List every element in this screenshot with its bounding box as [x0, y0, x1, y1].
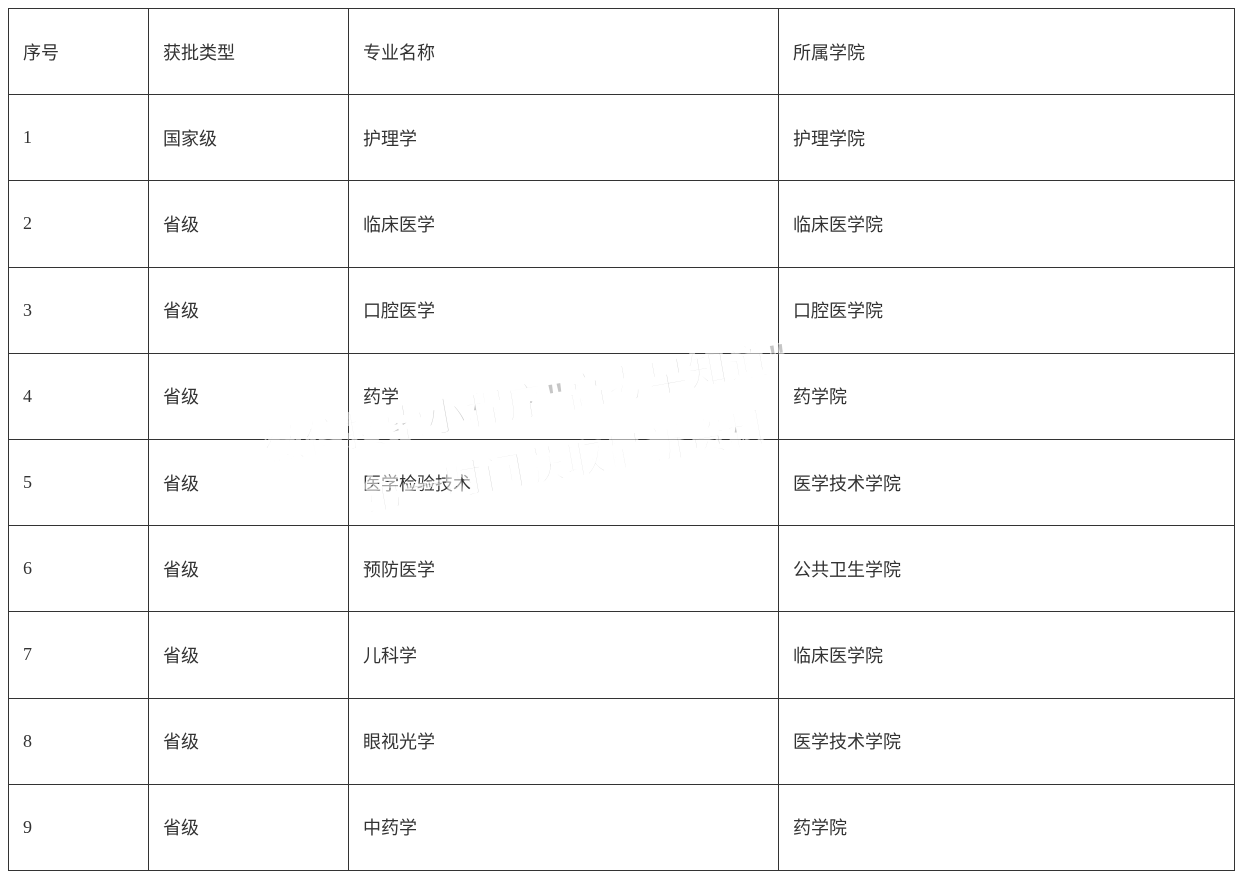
programs-table: 序号 获批类型 专业名称 所属学院 1 国家级 护理学 护理学院 2 省级 临床… [8, 8, 1235, 871]
cell-type: 省级 [149, 353, 349, 439]
table-row: 1 国家级 护理学 护理学院 [9, 95, 1235, 181]
cell-type: 省级 [149, 698, 349, 784]
header-major: 专业名称 [349, 9, 779, 95]
cell-type: 省级 [149, 439, 349, 525]
cell-college: 临床医学院 [779, 612, 1235, 698]
cell-major: 临床医学 [349, 181, 779, 267]
cell-college: 临床医学院 [779, 181, 1235, 267]
cell-seq: 4 [9, 353, 149, 439]
table-row: 6 省级 预防医学 公共卫生学院 [9, 526, 1235, 612]
cell-college: 口腔医学院 [779, 267, 1235, 353]
cell-major: 医学检验技术 [349, 439, 779, 525]
cell-seq: 8 [9, 698, 149, 784]
cell-type: 省级 [149, 784, 349, 870]
cell-college: 药学院 [779, 784, 1235, 870]
cell-major: 中药学 [349, 784, 779, 870]
cell-college: 医学技术学院 [779, 439, 1235, 525]
cell-type: 省级 [149, 181, 349, 267]
cell-type: 省级 [149, 267, 349, 353]
table-row: 3 省级 口腔医学 口腔医学院 [9, 267, 1235, 353]
table-row: 9 省级 中药学 药学院 [9, 784, 1235, 870]
cell-type: 国家级 [149, 95, 349, 181]
cell-major: 眼视光学 [349, 698, 779, 784]
table-row: 2 省级 临床医学 临床医学院 [9, 181, 1235, 267]
table-row: 8 省级 眼视光学 医学技术学院 [9, 698, 1235, 784]
cell-major: 药学 [349, 353, 779, 439]
cell-seq: 3 [9, 267, 149, 353]
cell-type: 省级 [149, 526, 349, 612]
header-college: 所属学院 [779, 9, 1235, 95]
cell-seq: 1 [9, 95, 149, 181]
cell-major: 护理学 [349, 95, 779, 181]
table-row: 7 省级 儿科学 临床医学院 [9, 612, 1235, 698]
cell-seq: 7 [9, 612, 149, 698]
table-row: 5 省级 医学检验技术 医学技术学院 [9, 439, 1235, 525]
cell-seq: 2 [9, 181, 149, 267]
cell-major: 口腔医学 [349, 267, 779, 353]
cell-college: 药学院 [779, 353, 1235, 439]
cell-major: 儿科学 [349, 612, 779, 698]
table-row: 4 省级 药学 药学院 [9, 353, 1235, 439]
cell-college: 公共卫生学院 [779, 526, 1235, 612]
cell-seq: 6 [9, 526, 149, 612]
cell-college: 医学技术学院 [779, 698, 1235, 784]
cell-type: 省级 [149, 612, 349, 698]
cell-college: 护理学院 [779, 95, 1235, 181]
cell-seq: 9 [9, 784, 149, 870]
cell-major: 预防医学 [349, 526, 779, 612]
cell-seq: 5 [9, 439, 149, 525]
header-type: 获批类型 [149, 9, 349, 95]
header-seq: 序号 [9, 9, 149, 95]
table-header-row: 序号 获批类型 专业名称 所属学院 [9, 9, 1235, 95]
